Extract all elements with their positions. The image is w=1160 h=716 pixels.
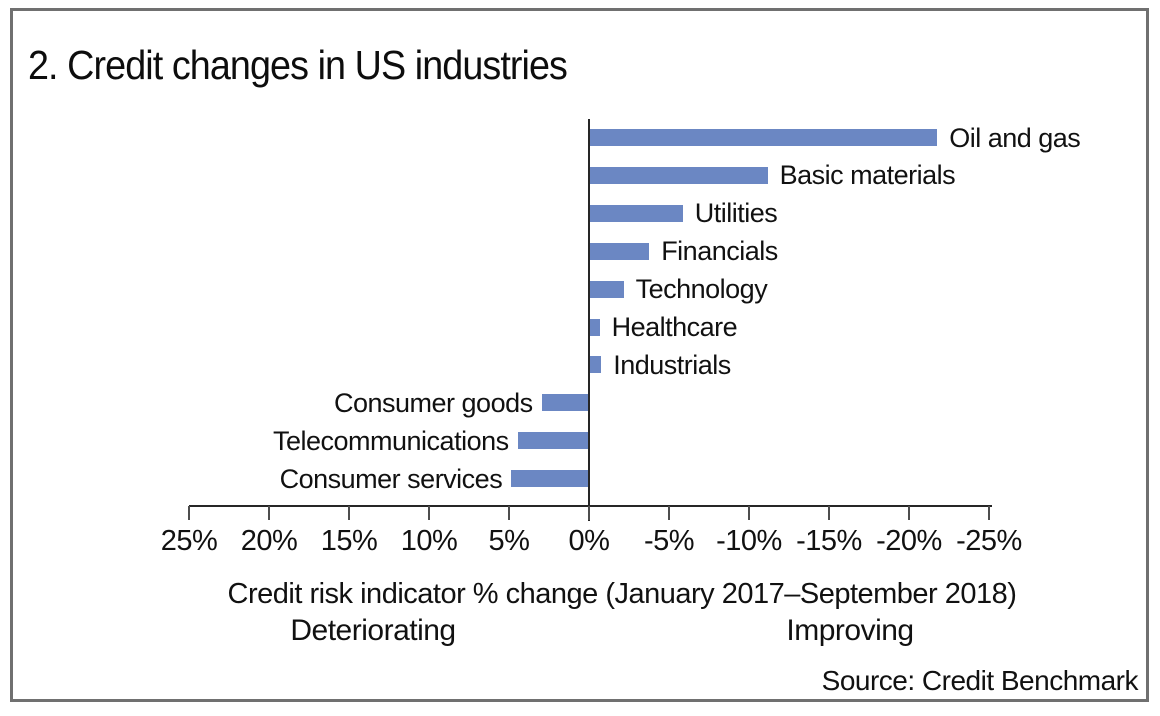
x-axis-tick: [268, 506, 270, 520]
direction-label-improving: Improving: [786, 614, 914, 647]
x-axis-tick: [908, 506, 910, 520]
x-axis-tick: [428, 506, 430, 520]
bar-label: Technology: [635, 274, 768, 305]
x-axis-title: Credit risk indicator % change (January …: [227, 578, 1017, 610]
x-axis-tick: [988, 506, 990, 520]
bar-label: Basic materials: [779, 160, 956, 191]
bar-label: Consumer services: [279, 463, 503, 494]
x-axis-tick-label: 0%: [568, 525, 610, 557]
bar-oil-and-gas: [590, 129, 938, 147]
bar-label: Utilities: [694, 198, 778, 229]
bar-label: Telecommunications: [273, 425, 509, 456]
bar-healthcare: [590, 318, 600, 336]
bar-label: Industrials: [613, 349, 731, 380]
chart-title: 2. Credit changes in US industries: [28, 42, 568, 88]
bar-consumer-goods: [541, 394, 588, 412]
bar-basic-materials: [590, 166, 768, 184]
bar-utilities: [590, 204, 683, 222]
x-axis-tick-label: 10%: [400, 525, 458, 557]
x-axis-tick: [188, 506, 190, 520]
x-axis-tick-label: -15%: [796, 525, 862, 557]
x-axis-tick: [348, 506, 350, 520]
bar-label: Healthcare: [611, 312, 738, 343]
bar-telecommunications: [517, 432, 588, 450]
x-axis-tick: [508, 506, 510, 520]
x-axis-tick-label: 15%: [320, 525, 378, 557]
source-note: Source: Credit Benchmark: [821, 665, 1139, 696]
x-axis-tick-label: 20%: [240, 525, 298, 557]
x-axis-tick: [828, 506, 830, 520]
bar-label: Financials: [661, 236, 778, 267]
bar-technology: [590, 280, 624, 298]
bar-label: Consumer goods: [333, 387, 533, 418]
x-axis-tick: [668, 506, 670, 520]
x-axis-tick-label: 5%: [488, 525, 530, 557]
bar-consumer-services: [511, 470, 588, 488]
bar-label: Oil and gas: [949, 122, 1081, 153]
bar-financials: [590, 242, 650, 260]
direction-label-deteriorating: Deteriorating: [290, 614, 456, 647]
x-axis-tick-label: -20%: [876, 525, 942, 557]
x-axis-line: [189, 505, 992, 507]
x-axis-tick-label: 25%: [160, 525, 218, 557]
x-axis-tick-label: -10%: [716, 525, 782, 557]
figure-border: [10, 8, 1149, 702]
x-axis-tick: [588, 506, 590, 520]
x-axis-tick-label: -5%: [643, 525, 695, 557]
zero-axis-line: [588, 118, 590, 521]
bar-industrials: [590, 356, 602, 374]
x-axis-tick: [748, 506, 750, 520]
x-axis-tick-label: -25%: [956, 525, 1022, 557]
